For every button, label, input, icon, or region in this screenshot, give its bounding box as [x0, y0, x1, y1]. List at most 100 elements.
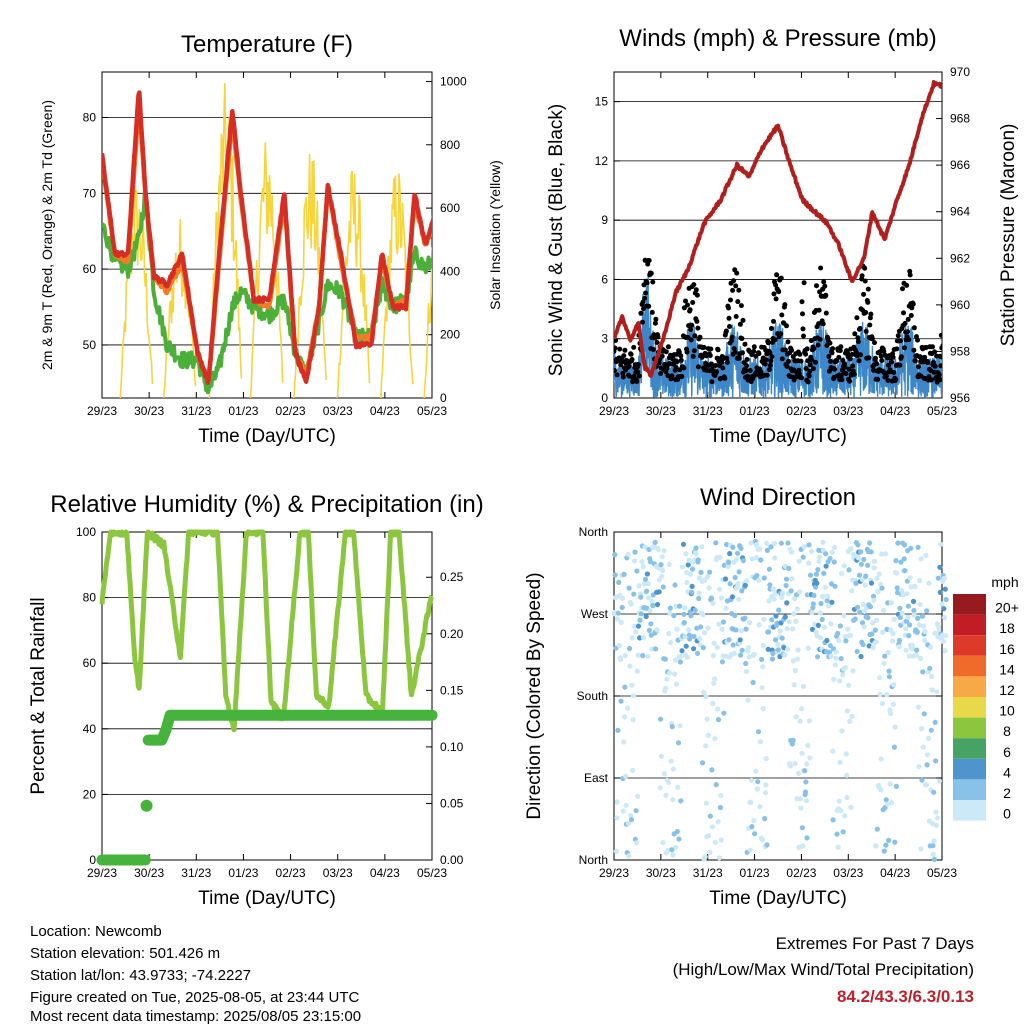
direction-point — [691, 646, 697, 652]
direction-point — [717, 586, 723, 592]
direction-point — [871, 565, 877, 571]
x-tick-label: 05/23 — [417, 404, 447, 418]
direction-point — [823, 551, 829, 557]
gust-point — [715, 347, 721, 353]
direction-point — [836, 638, 842, 644]
panel-2-title: Winds (mph) & Pressure (mb) — [619, 25, 936, 52]
direction-point — [842, 633, 848, 640]
direction-point — [855, 542, 861, 548]
y2-tick-label: 0 — [440, 391, 447, 405]
series-station-pressure — [614, 80, 942, 378]
direction-point — [847, 632, 854, 639]
direction-point — [936, 624, 942, 630]
direction-point — [806, 560, 812, 566]
gust-point — [786, 358, 791, 364]
direction-point — [874, 826, 880, 832]
gust-point — [869, 336, 875, 342]
direction-point — [893, 558, 899, 564]
direction-point — [843, 751, 849, 757]
gust-point — [744, 357, 750, 362]
direction-point — [759, 685, 765, 691]
gust-point — [724, 359, 730, 365]
direction-point — [689, 566, 696, 572]
temperature-series — [102, 83, 432, 398]
direction-point — [852, 552, 858, 558]
direction-point — [942, 586, 948, 592]
direction-point — [941, 606, 947, 612]
direction-point — [729, 594, 736, 600]
x-tick-label: 05/23 — [927, 404, 957, 418]
direction-point — [684, 654, 691, 660]
gust-point — [691, 348, 697, 354]
y-tick-label: 9 — [601, 213, 608, 227]
direction-point — [843, 638, 849, 644]
gust-point — [720, 365, 726, 371]
direction-point — [627, 663, 633, 669]
direction-point — [755, 729, 762, 735]
direction-point — [759, 656, 765, 663]
direction-point — [802, 768, 808, 774]
gust-point — [814, 283, 819, 289]
direction-point — [903, 618, 910, 624]
gust-point — [826, 354, 832, 359]
gust-point — [932, 349, 938, 355]
x-tick-label: 05/23 — [417, 866, 447, 880]
direction-point — [612, 552, 618, 558]
direction-point — [820, 593, 826, 600]
direction-point — [649, 598, 655, 605]
direction-point — [754, 786, 760, 792]
gust-point — [803, 366, 809, 371]
x-tick-label: 30/23 — [134, 404, 164, 418]
direction-point — [662, 656, 668, 662]
direction-point — [705, 732, 712, 739]
gust-point — [932, 363, 938, 369]
direction-point — [799, 750, 805, 756]
direction-point — [766, 629, 772, 635]
direction-point — [891, 682, 897, 688]
x-tick-label: 29/23 — [87, 404, 117, 418]
direction-point — [914, 647, 920, 653]
direction-point — [837, 759, 843, 766]
direction-point — [714, 644, 720, 651]
direction-point — [863, 573, 869, 579]
gust-point — [821, 279, 827, 285]
direction-point — [640, 653, 646, 659]
direction-point — [658, 562, 664, 568]
solar-insolation-day-1 — [119, 189, 154, 398]
gust-point — [818, 265, 824, 271]
direction-point — [738, 628, 745, 634]
gust-point — [727, 324, 732, 329]
direction-point — [695, 557, 701, 563]
direction-point — [918, 846, 924, 852]
gust-point — [747, 368, 753, 373]
gust-point — [811, 346, 817, 351]
direction-point — [850, 668, 856, 674]
direction-point — [745, 697, 751, 703]
gust-point — [665, 344, 671, 350]
direction-point — [697, 635, 703, 642]
gust-point — [911, 347, 917, 353]
direction-point — [903, 647, 909, 653]
direction-point — [674, 626, 680, 632]
gust-point — [822, 283, 828, 289]
direction-point — [626, 585, 632, 591]
direction-point — [937, 564, 943, 570]
direction-point — [916, 764, 922, 770]
direction-point — [689, 589, 695, 595]
gust-point — [697, 334, 703, 340]
direction-point — [760, 642, 767, 649]
direction-point — [811, 592, 817, 599]
direction-point — [804, 761, 810, 767]
direction-point — [635, 623, 642, 629]
direction-point — [866, 643, 872, 649]
direction-point — [708, 595, 715, 602]
direction-point — [720, 619, 727, 625]
direction-point — [649, 646, 655, 652]
gust-point — [731, 278, 737, 284]
gust-point — [810, 366, 816, 372]
direction-point — [727, 551, 733, 557]
gust-point — [895, 333, 901, 339]
gust-point — [891, 370, 897, 375]
direction-point — [926, 735, 932, 742]
